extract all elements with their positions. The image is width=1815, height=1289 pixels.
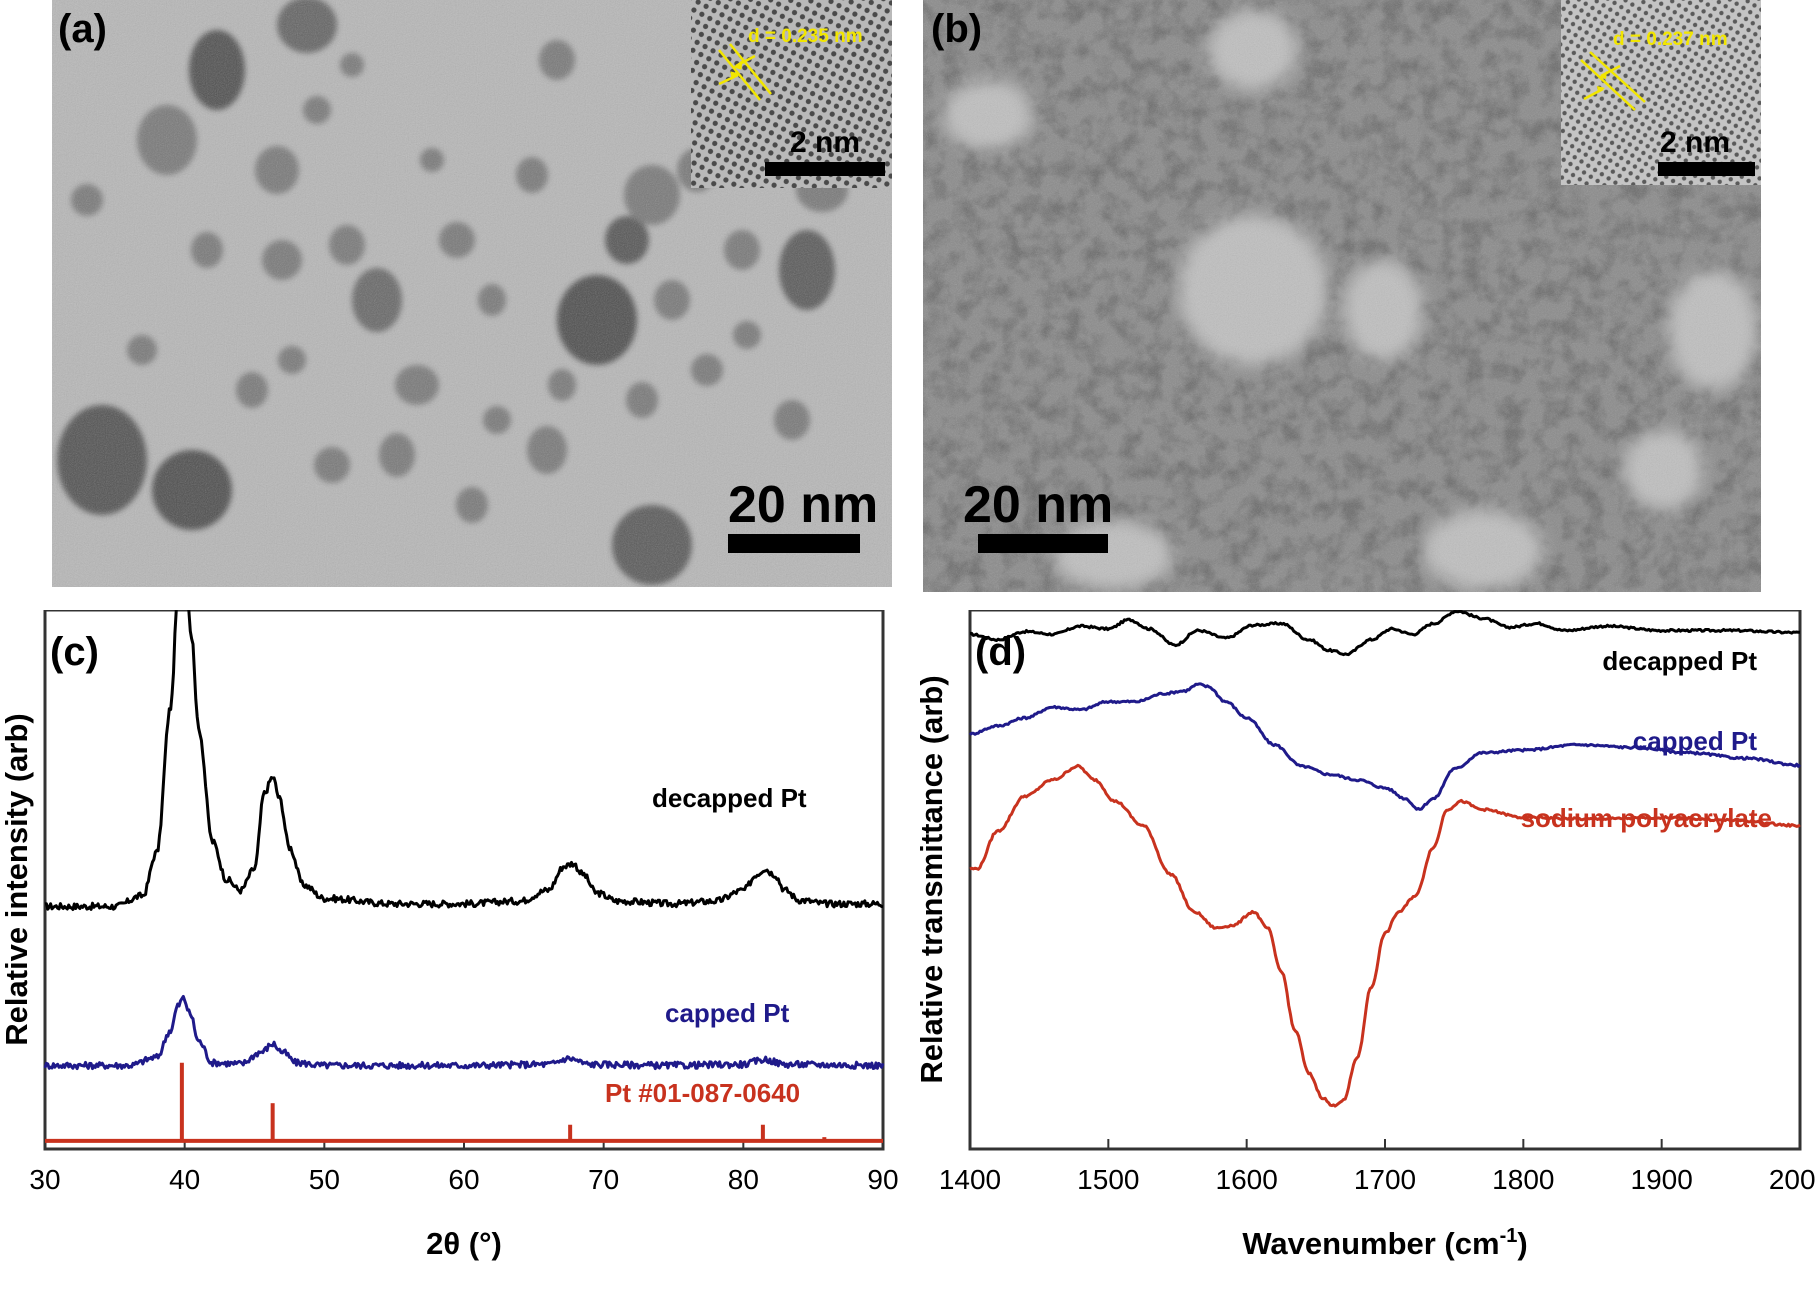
ftir-x-ticks: 1400 1500 1600 1700 1800 1900 2000 <box>939 1139 1815 1195</box>
inset-a-lattice <box>691 0 892 188</box>
xrd-y-axis-label: Relative intensity (arb) <box>0 713 34 1045</box>
chart-xrd-svg: 30 40 50 60 70 80 90 (c) decapped Pt capped Pt… <box>0 565 899 1261</box>
x-tick-label: 1900 <box>1631 1164 1693 1195</box>
tem-image-b: d = 0.237 nm 2 nm (b) 20 nm <box>923 0 1761 592</box>
panel-a-label: (a) <box>58 7 107 51</box>
x-tick-label: 30 <box>29 1164 60 1195</box>
xrd-label-decapped: decapped Pt <box>652 783 807 813</box>
panel-a-scale-label: 20 nm <box>728 476 878 534</box>
inset-a-arrows <box>730 59 743 80</box>
panel-b-scale-bar <box>978 534 1108 553</box>
ftir-label-capped: capped Pt <box>1633 726 1758 756</box>
inset-a-d-spacing: d = 0.235 nm <box>748 26 863 47</box>
x-tick-label: 40 <box>169 1164 200 1195</box>
inset-b-scale-bar <box>1658 162 1755 176</box>
x-tick-label: 70 <box>588 1164 619 1195</box>
inset-b-scale-label: 2 nm <box>1660 126 1730 159</box>
series-line-decapped-pt <box>44 565 884 911</box>
x-tick-label: 1600 <box>1216 1164 1278 1195</box>
x-tick-label: 80 <box>728 1164 759 1195</box>
xrd-x-ticks: 30 40 50 60 70 80 90 <box>29 1139 899 1195</box>
inset-a-scale-label: 2 nm <box>790 126 860 159</box>
x-tick-label: 1700 <box>1354 1164 1416 1195</box>
x-tick-label: 1400 <box>939 1164 1001 1195</box>
ftir-frame <box>968 608 1802 1151</box>
tem-image-a-canvas: d = 0.235 nm 2 nm (a) 20 nm <box>52 0 892 587</box>
ftir-x-axis-label-text: Wavenumber (cm <box>1242 1226 1499 1261</box>
x-tick-label: 60 <box>448 1164 479 1195</box>
chart-ftir-svg: 1400 1500 1600 1700 1800 1900 2000 (d) decappe… <box>914 608 1815 1261</box>
x-tick-label: 2000 <box>1769 1164 1815 1195</box>
xrd-label-reference: Pt #01-087-0640 <box>605 1078 800 1108</box>
tem-image-b-canvas: d = 0.237 nm 2 nm (b) 20 nm <box>923 0 1761 592</box>
ftir-x-axis-label: Wavenumber (cm-1) <box>1242 1225 1527 1261</box>
ftir-label-sodium-polyacrylate: sodium polyacrylate <box>1521 803 1772 833</box>
xrd-marks <box>43 565 885 1143</box>
chart-ftir: 1400 1500 1600 1700 1800 1900 2000 (d) decappe… <box>914 608 1815 1284</box>
tem-image-a: d = 0.235 nm 2 nm (a) 20 nm <box>52 0 892 587</box>
xrd-label-capped: capped Pt <box>665 998 790 1028</box>
panel-d-label: (d) <box>975 630 1026 674</box>
xrd-x-axis-label-text: 2θ (°) <box>426 1226 502 1261</box>
panel-b-label: (b) <box>931 7 982 51</box>
x-tick-label: 90 <box>867 1164 898 1195</box>
x-tick-label: 50 <box>309 1164 340 1195</box>
series-line-capped-pt <box>43 994 885 1071</box>
inset-b-d-spacing: d = 0.237 nm <box>1613 29 1728 50</box>
chart-xrd: 30 40 50 60 70 80 90 (c) decapped Pt capped Pt… <box>0 565 900 1284</box>
series-line-capped-pt <box>968 682 1801 811</box>
ftir-x-axis-label-end: ) <box>1517 1226 1527 1261</box>
ftir-marks <box>968 609 1801 1108</box>
series-line-decapped-pt <box>970 609 1801 657</box>
xrd-x-axis-label: 2θ (°) <box>426 1226 502 1261</box>
panel-b-scale-label: 20 nm <box>963 476 1113 534</box>
ftir-label-decapped: decapped Pt <box>1602 646 1757 676</box>
ftir-x-axis-label-sup: -1 <box>1500 1225 1518 1247</box>
panel-a-scale-bar <box>728 534 860 553</box>
x-tick-label: 1500 <box>1077 1164 1139 1195</box>
inset-b: d = 0.237 nm 2 nm <box>1561 0 1761 185</box>
ftir-y-axis-label: Relative transmittance (arb) <box>915 675 949 1083</box>
inset-a: d = 0.235 nm 2 nm <box>691 0 892 188</box>
inset-b-arrows <box>1597 71 1607 93</box>
series-line-sodium-polyacrylate <box>969 763 1801 1108</box>
inset-a-scale-bar <box>765 162 885 176</box>
x-tick-label: 1800 <box>1492 1164 1554 1195</box>
panel-c-label: (c) <box>50 630 99 674</box>
